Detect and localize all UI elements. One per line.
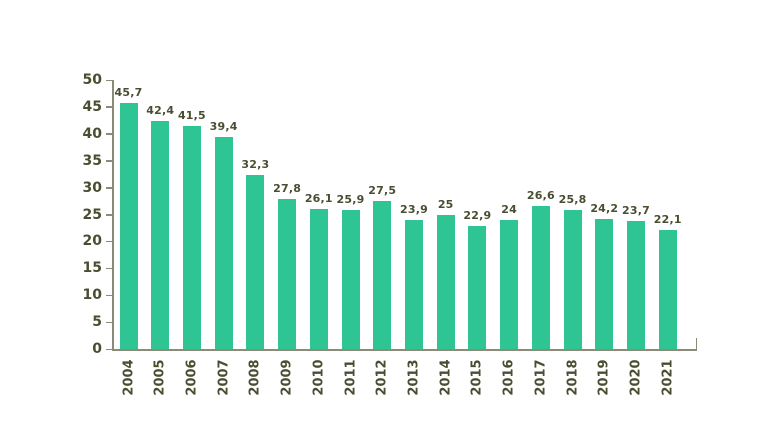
bar-value-label: 25 — [437, 197, 454, 211]
y-axis-tick-label: 0 — [92, 341, 102, 357]
y-axis-tick — [106, 214, 112, 216]
x-axis-tick-label: 2012 — [374, 359, 390, 396]
y-axis-tick — [106, 79, 112, 81]
bar-2021 — [658, 230, 677, 349]
bar-value-label: 32,3 — [241, 158, 270, 172]
bar-2017 — [531, 205, 550, 349]
bar-2019 — [595, 218, 614, 349]
y-axis-tick-label: 45 — [82, 98, 102, 115]
bar-value-label: 24,2 — [590, 201, 619, 215]
y-axis-tick — [106, 187, 112, 189]
y-axis-tick-label: 15 — [82, 260, 102, 277]
y-axis-tick — [106, 348, 112, 350]
y-axis-tick — [106, 160, 112, 162]
bar-value-label: 26,1 — [304, 191, 333, 205]
bar-value-label: 27,8 — [273, 182, 302, 196]
bar-value-label: 25,8 — [558, 193, 587, 207]
x-axis-tick-label: 2007 — [216, 359, 232, 396]
bar-2005 — [151, 120, 170, 349]
x-axis-tick-label: 2006 — [184, 359, 200, 396]
bar-2004 — [119, 103, 138, 349]
bar-2011 — [341, 209, 360, 349]
bar-value-label: 22,9 — [463, 208, 492, 222]
bar-2015 — [468, 225, 487, 349]
x-axis-tick-label: 2013 — [406, 359, 422, 396]
bar-value-label: 45,7 — [114, 86, 143, 100]
x-axis-tick-label: 2009 — [279, 359, 295, 396]
x-axis-tick-label: 2015 — [469, 359, 485, 396]
y-axis-tick-label: 5 — [92, 314, 102, 331]
y-axis-tick — [106, 294, 112, 297]
bar-2012 — [373, 201, 392, 349]
y-axis-tick — [106, 133, 112, 135]
x-axis-end-tick — [695, 338, 697, 349]
bar-value-label: 22,1 — [653, 213, 682, 227]
bar-value-label: 42,4 — [146, 103, 175, 117]
bar-2006 — [182, 125, 201, 349]
bar-2014 — [436, 214, 455, 349]
bar-value-label: 24 — [501, 202, 517, 216]
y-axis-tick — [106, 321, 112, 324]
y-axis-tick — [106, 106, 112, 108]
y-axis-tick — [106, 240, 112, 243]
bar-2016 — [500, 219, 519, 349]
bar-2020 — [627, 221, 646, 349]
y-axis-tick-label: 35 — [82, 152, 102, 169]
bar-value-label: 27,5 — [368, 184, 397, 198]
bar-value-label: 23,7 — [622, 204, 650, 218]
y-axis-tick-label: 40 — [82, 125, 102, 142]
y-axis-tick-label: 20 — [82, 233, 102, 250]
bar-2009 — [278, 199, 297, 349]
x-axis-tick-label: 2021 — [660, 359, 676, 396]
bar-value-label: 25,9 — [336, 192, 365, 206]
y-axis-tick-label: 50 — [82, 72, 102, 88]
x-axis-tick-label: 2016 — [501, 359, 517, 396]
x-axis-tick-label: 2017 — [533, 359, 549, 396]
y-axis-line — [112, 80, 114, 350]
x-axis-tick-label: 2010 — [311, 359, 327, 396]
y-axis-tick — [106, 267, 112, 270]
x-axis-tick-label: 2011 — [343, 359, 359, 396]
bar-2018 — [563, 210, 582, 349]
bar-value-label: 41,5 — [177, 108, 206, 122]
bar-value-label: 23,9 — [399, 203, 428, 217]
x-axis-tick-label: 2014 — [438, 359, 454, 396]
bar-2013 — [404, 220, 423, 349]
bar-2007 — [214, 137, 233, 349]
bar-value-label: 39,4 — [209, 120, 238, 134]
x-axis-tick-label: 2005 — [152, 359, 168, 396]
bar-2010 — [309, 208, 328, 349]
bar-value-label: 26,6 — [526, 188, 555, 202]
x-axis-line — [112, 349, 697, 351]
y-axis-tick-label: 30 — [82, 179, 102, 196]
x-axis-tick-label: 2008 — [247, 359, 263, 396]
bar-2008 — [246, 175, 265, 349]
y-axis-tick-label: 10 — [82, 287, 102, 304]
x-axis-tick-label: 2018 — [565, 359, 581, 396]
y-axis-tick-label: 25 — [82, 206, 102, 223]
x-axis-tick-label: 2019 — [596, 359, 612, 396]
x-axis-tick-label: 2004 — [121, 359, 136, 396]
x-axis-tick-label: 2020 — [628, 359, 644, 396]
